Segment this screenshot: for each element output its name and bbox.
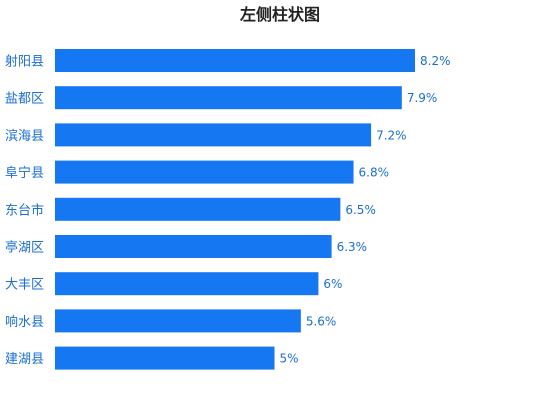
category-label: 阜宁县 <box>5 165 44 181</box>
value-label: 7.9% <box>407 91 438 105</box>
category-label: 东台市 <box>5 202 44 218</box>
bar[interactable] <box>55 272 319 296</box>
category-label: 射阳县 <box>5 54 44 70</box>
value-label: 6% <box>323 277 342 291</box>
value-label: 7.2% <box>376 128 407 142</box>
bars-group: 射阳县 8.2% 盐都区 7.9% 滨海县 7.2% 阜宁县 6.8% 东台市 6.5% 亭湖区 6.… <box>5 49 451 370</box>
value-label: 6.8% <box>359 166 390 180</box>
category-label: 亭湖区 <box>5 240 44 256</box>
value-label: 6.5% <box>345 203 376 217</box>
value-label: 5.6% <box>306 314 337 328</box>
value-label: 5% <box>280 352 299 366</box>
category-label: 大丰区 <box>5 278 44 293</box>
value-label: 6.3% <box>337 240 368 254</box>
category-label: 建湖县 <box>5 352 44 367</box>
value-label: 8.2% <box>420 54 451 68</box>
category-label: 响水县 <box>5 314 44 330</box>
bar[interactable] <box>55 346 275 370</box>
chart-title: 左侧柱状图 <box>239 5 320 24</box>
category-label: 滨海县 <box>5 128 44 144</box>
bar[interactable] <box>55 123 372 147</box>
bar[interactable] <box>55 309 301 333</box>
category-label: 盐都区 <box>5 92 44 107</box>
bar[interactable] <box>55 235 332 258</box>
bar[interactable] <box>55 49 415 72</box>
bar[interactable] <box>55 86 402 110</box>
bar[interactable] <box>55 160 354 184</box>
bar[interactable] <box>55 197 341 221</box>
